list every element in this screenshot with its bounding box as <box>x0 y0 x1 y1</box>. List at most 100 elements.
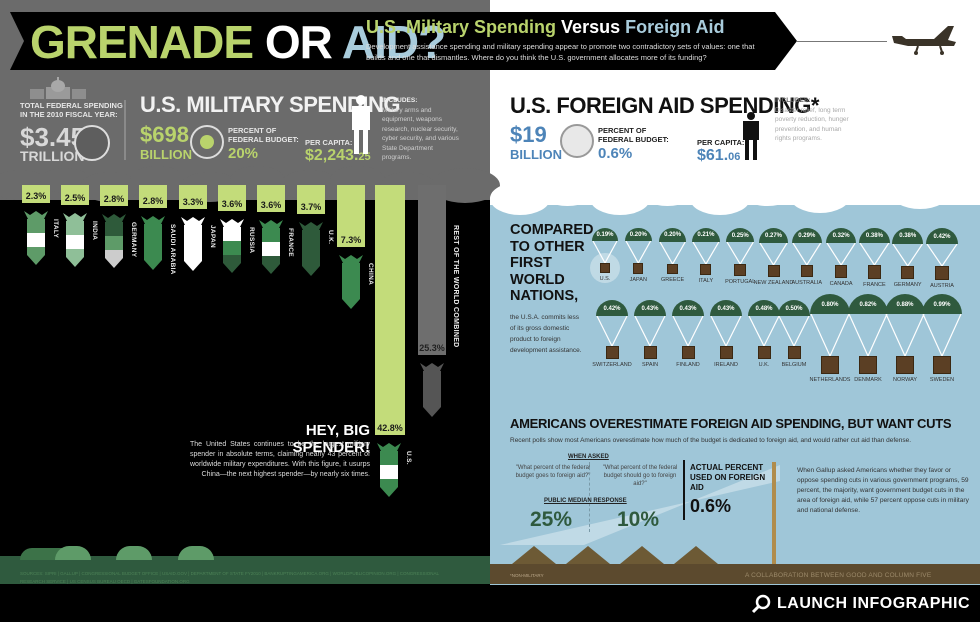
country-label: JAPAN <box>209 225 216 249</box>
parachute-lines <box>922 314 962 356</box>
poll-heading: AMERICANS OVERESTIMATE FOREIGN AID SPEND… <box>510 416 952 431</box>
aid-includes: INCLUDES: Disaster relief, long term pove… <box>775 97 849 142</box>
parachute-lines <box>692 241 720 264</box>
military-includes: INCLUDES: Military arms and equipment, we… <box>382 97 459 161</box>
launch-infographic-button[interactable]: LAUNCH INFOGRAPHIC <box>751 594 970 614</box>
bomb-icon <box>299 221 323 276</box>
bar-value-label: 2.8% <box>103 194 125 204</box>
tent-icon <box>674 546 718 564</box>
parachute-lines <box>926 244 958 266</box>
sources: SOURCES: SIPRI | GALLUP | CONGRESSIONAL … <box>20 571 439 584</box>
country-label: SAUDI ARABIA <box>169 223 176 275</box>
country-label: INDIA <box>91 220 98 240</box>
country-label: U.K. <box>327 229 334 244</box>
parachute-lines <box>759 242 788 265</box>
country-label: AUSTRIA <box>930 283 954 289</box>
parachute-lines <box>792 242 822 265</box>
aid-crate-icon <box>600 263 610 273</box>
median-response-label: PUBLIC MEDIAN RESPONSE <box>544 498 627 504</box>
country-label: GREECE <box>660 277 685 284</box>
country-label: NORWAY <box>892 377 918 383</box>
country-label: NEW ZEALAND <box>753 279 794 286</box>
bar: 3.7% <box>297 185 325 214</box>
aid-pct: 0.6% <box>598 145 633 162</box>
poll-question-2: "What percent of the federal budget shou… <box>602 465 678 487</box>
cloud <box>540 176 595 207</box>
bar-value-label: 42.8% <box>377 423 403 433</box>
spotlight-pole-icon <box>772 462 776 567</box>
tent-icon <box>116 546 152 560</box>
parachute-lines <box>810 314 850 356</box>
poll-subtext: Recent polls show most Americans overest… <box>510 437 912 444</box>
country-label: FINLAND <box>676 362 700 368</box>
parachute-canopy: 0.20% <box>659 228 687 242</box>
bar: 25.3% <box>418 185 446 355</box>
bomb-icon <box>63 212 87 267</box>
poll-answer-1: 25% <box>530 508 573 531</box>
parachute-canopy: 0.20% <box>625 228 652 242</box>
tent-icon <box>178 546 214 560</box>
bar: 42.8% <box>375 185 405 435</box>
parachute-canopy: 0.48% <box>748 300 780 316</box>
parachute-canopy: 0.43% <box>672 300 704 316</box>
aid-crate-icon <box>933 356 951 374</box>
spender-heading: HEY, BIG SPENDER! <box>292 422 370 456</box>
cloud <box>740 176 795 207</box>
military-pct-label: PERCENT OF FEDERAL BUDGET: <box>228 126 299 144</box>
bar-value-label: 25.3% <box>419 343 445 353</box>
parachute-canopy: 0.27% <box>759 228 788 243</box>
bomb-icon <box>220 218 244 273</box>
parachute-lines <box>672 316 704 346</box>
aid-crate-icon <box>633 263 644 274</box>
country-label: ITALY <box>698 278 714 285</box>
parachute-canopy: 0.19% <box>592 228 618 241</box>
poll-answer-2: 10% <box>617 508 660 531</box>
country-label: U.K. <box>758 362 770 368</box>
country-label: BELGIUM <box>781 362 807 368</box>
parachute-canopy: 0.43% <box>710 300 742 316</box>
aid-crate-icon <box>834 265 848 278</box>
compare-text: the U.S.A. commits less of its gross dom… <box>510 314 582 354</box>
aid-crate-icon <box>757 346 771 359</box>
country-label: SWITZERLAND <box>592 362 632 368</box>
federal-spending-unit: TRILLION <box>20 148 85 164</box>
person-icon <box>743 112 759 160</box>
parachute-canopy: 0.82% <box>848 294 888 314</box>
ground <box>0 556 490 584</box>
aid-budget-circle <box>560 124 594 158</box>
bomb-icon <box>420 363 444 417</box>
military-budget-share-dot <box>200 135 214 149</box>
bar: 2.3% <box>22 185 50 203</box>
parachute-canopy: 0.32% <box>826 228 857 244</box>
bomb-icon <box>259 220 283 274</box>
banner-notch <box>10 12 24 70</box>
country-label: GERMANY <box>130 222 137 258</box>
country-label: PORTUGAL <box>725 278 756 285</box>
bar: 3.6% <box>218 185 246 211</box>
federal-budget-circle <box>74 125 110 161</box>
divider <box>124 100 126 160</box>
country-label: U.S. <box>599 276 611 282</box>
bomb-icon <box>339 255 363 309</box>
airplane-icon <box>892 26 956 55</box>
parachute-canopy: 0.21% <box>692 228 720 242</box>
compare-heading: COMPARED TO OTHER FIRST WORLD NATIONS, <box>510 222 594 304</box>
ground <box>490 564 980 584</box>
aid-crate-icon <box>935 266 949 280</box>
country-label: SPAIN <box>641 362 659 368</box>
parachute-lines <box>596 316 628 346</box>
bar-value-label: 3.7% <box>300 201 322 212</box>
parachute-canopy: 0.99% <box>922 294 962 314</box>
aid-crate-icon <box>700 263 712 276</box>
parachute-lines <box>710 316 742 346</box>
tent-icon <box>566 546 610 564</box>
footnote: *NON-MILITARY <box>510 573 544 578</box>
spender-text: The United States continues to be the la… <box>190 441 370 478</box>
bar: 2.8% <box>139 185 167 208</box>
cloud <box>940 168 980 201</box>
divider <box>589 462 590 532</box>
country-label: REST OF THE WORLD COMBINED <box>452 225 459 348</box>
aid-crate-icon <box>900 265 915 280</box>
bar: 7.3% <box>337 185 365 247</box>
parachute-lines <box>592 241 618 263</box>
